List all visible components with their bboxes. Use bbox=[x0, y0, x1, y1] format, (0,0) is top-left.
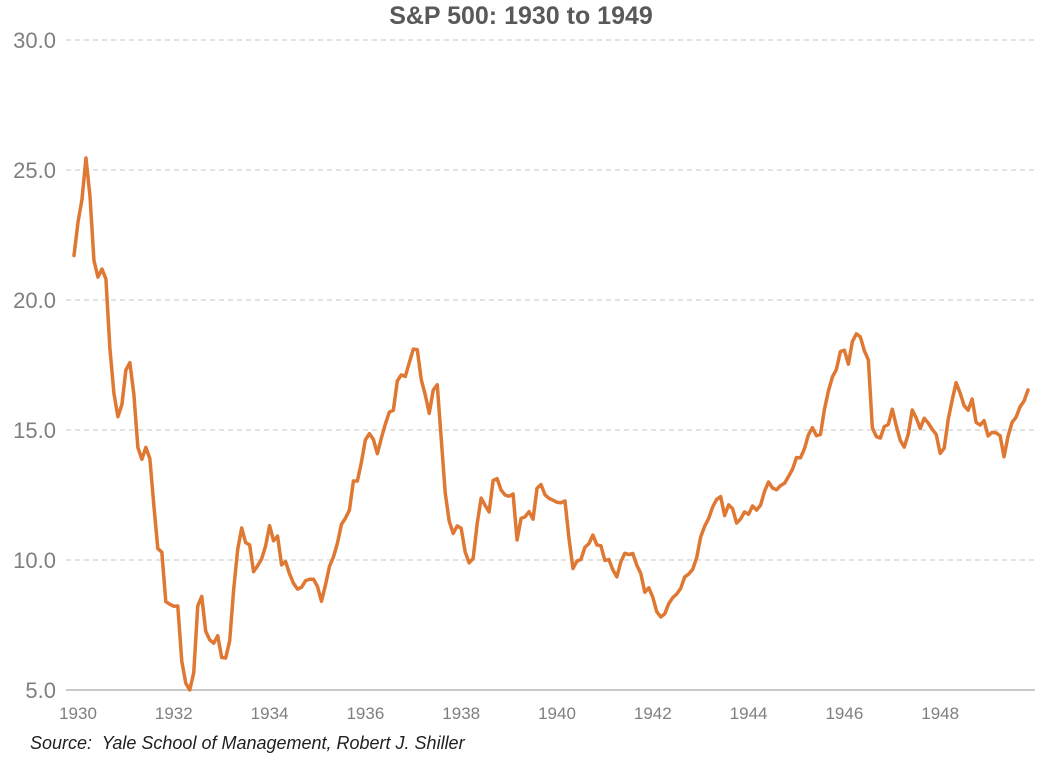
source-note: Source: Yale School of Management, Rober… bbox=[30, 733, 465, 753]
x-tick-label: 1946 bbox=[825, 704, 863, 723]
chart-title: S&P 500: 1930 to 1949 bbox=[389, 2, 653, 30]
y-tick-label: 10.0 bbox=[13, 548, 56, 573]
x-tick-label: 1940 bbox=[538, 704, 576, 723]
x-tick-label: 1944 bbox=[730, 704, 768, 723]
y-tick-label: 30.0 bbox=[13, 28, 56, 53]
y-tick-label: 20.0 bbox=[13, 288, 56, 313]
x-tick-label: 1942 bbox=[634, 704, 672, 723]
x-tick-label: 1938 bbox=[442, 704, 480, 723]
series-line-sp500 bbox=[72, 156, 1030, 692]
x-tick-label: 1936 bbox=[346, 704, 384, 723]
y-tick-label: 25.0 bbox=[13, 158, 56, 183]
y-tick-label: 5.0 bbox=[25, 678, 56, 703]
x-tick-label: 1934 bbox=[251, 704, 289, 723]
x-tick-label: 1930 bbox=[59, 704, 97, 723]
x-tick-label: 1948 bbox=[921, 704, 959, 723]
x-tick-label: 1932 bbox=[155, 704, 193, 723]
y-tick-label: 15.0 bbox=[13, 418, 56, 443]
